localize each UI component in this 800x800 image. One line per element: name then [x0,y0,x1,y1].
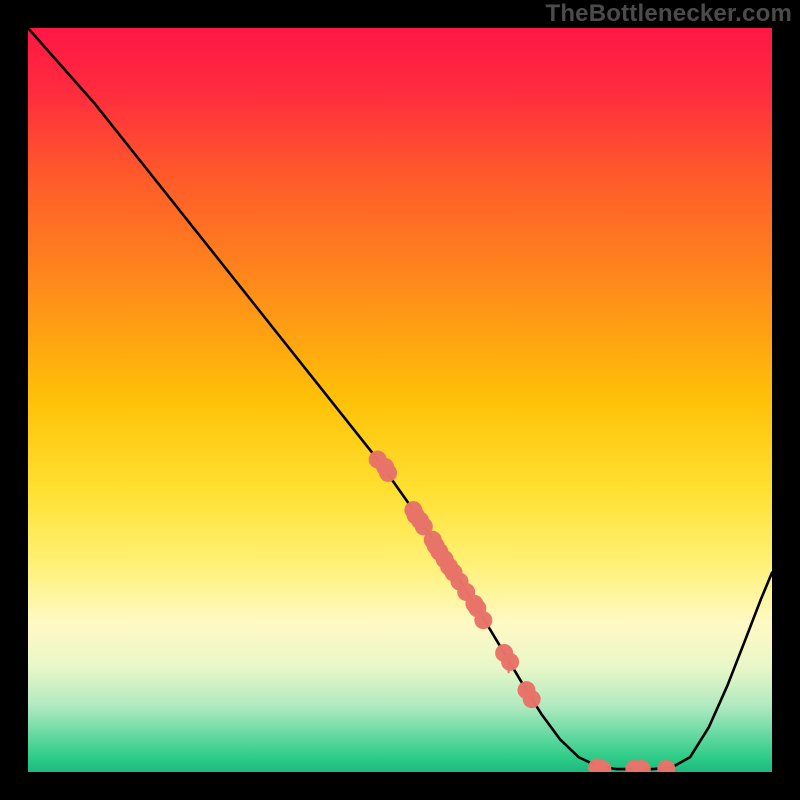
plot-background [28,28,772,772]
data-point [474,611,492,629]
chart-svg [0,0,800,800]
data-point [523,690,541,708]
watermark-text: TheBottlenecker.com [545,0,792,28]
data-point [379,464,397,482]
data-point [501,653,519,671]
chart-stage: TheBottlenecker.com [0,0,800,800]
